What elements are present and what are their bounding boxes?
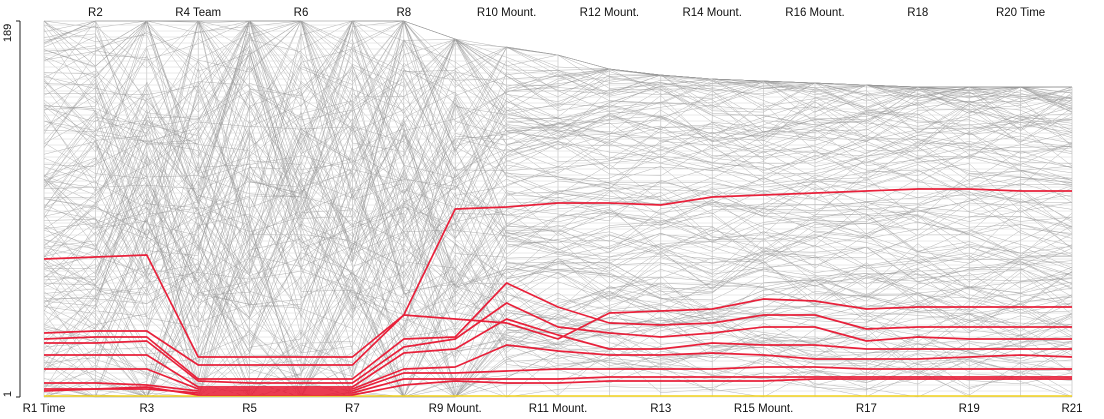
- axis-label: R9 Mount.: [429, 403, 482, 415]
- axis-label: R15 Mount.: [734, 403, 793, 415]
- highlighted-rider-line: [43, 376, 1072, 394]
- axis-label: R14 Mount.: [682, 7, 741, 19]
- axis-label: R5: [242, 403, 257, 415]
- axis-label: R16 Mount.: [785, 7, 844, 19]
- axis-label: R18: [907, 7, 928, 19]
- axis-label: R13: [650, 403, 671, 415]
- axis-label: R20 Time: [996, 7, 1045, 19]
- axis-label: R6: [294, 7, 309, 19]
- highlighted-rider-line: [43, 298, 1072, 366]
- highlighted-rider-line: [44, 344, 1073, 390]
- y-axis-min-label: 1: [2, 391, 14, 397]
- axis-label: R2: [88, 7, 103, 19]
- axis-label: R1 Time: [23, 403, 66, 415]
- axis-label: R17: [856, 403, 877, 415]
- highlighted-rider-line: [44, 302, 1072, 384]
- axis-label: R12 Mount.: [580, 7, 639, 19]
- axis-label: R10 Mount.: [477, 7, 536, 19]
- axis-label: R21: [1061, 403, 1082, 415]
- highlighted-rider-line: [44, 366, 1072, 392]
- axis-label: R19: [959, 403, 980, 415]
- axis-label: R11 Mount.: [529, 403, 588, 415]
- y-axis: 189 1: [2, 20, 21, 398]
- axis-label: R4 Team: [175, 7, 221, 19]
- highlighted-rider-line: [43, 188, 1072, 358]
- highlighted-rider-line: [43, 282, 1072, 380]
- axes: [43, 21, 1073, 398]
- axis-label: R7: [345, 403, 360, 415]
- highlighted-rider-line: [44, 318, 1072, 388]
- axis-label: R8: [396, 7, 411, 19]
- y-axis-max-label: 189: [2, 24, 14, 42]
- highlighted-lines: [43, 188, 1073, 397]
- highlighted-rider-line: [44, 378, 1072, 396]
- axis-label: R3: [139, 403, 154, 415]
- axis-labels: R1 Time R2 R3 R4 Team R5 R6 R7 R8 R9 Mount. R10 M…: [23, 7, 1083, 415]
